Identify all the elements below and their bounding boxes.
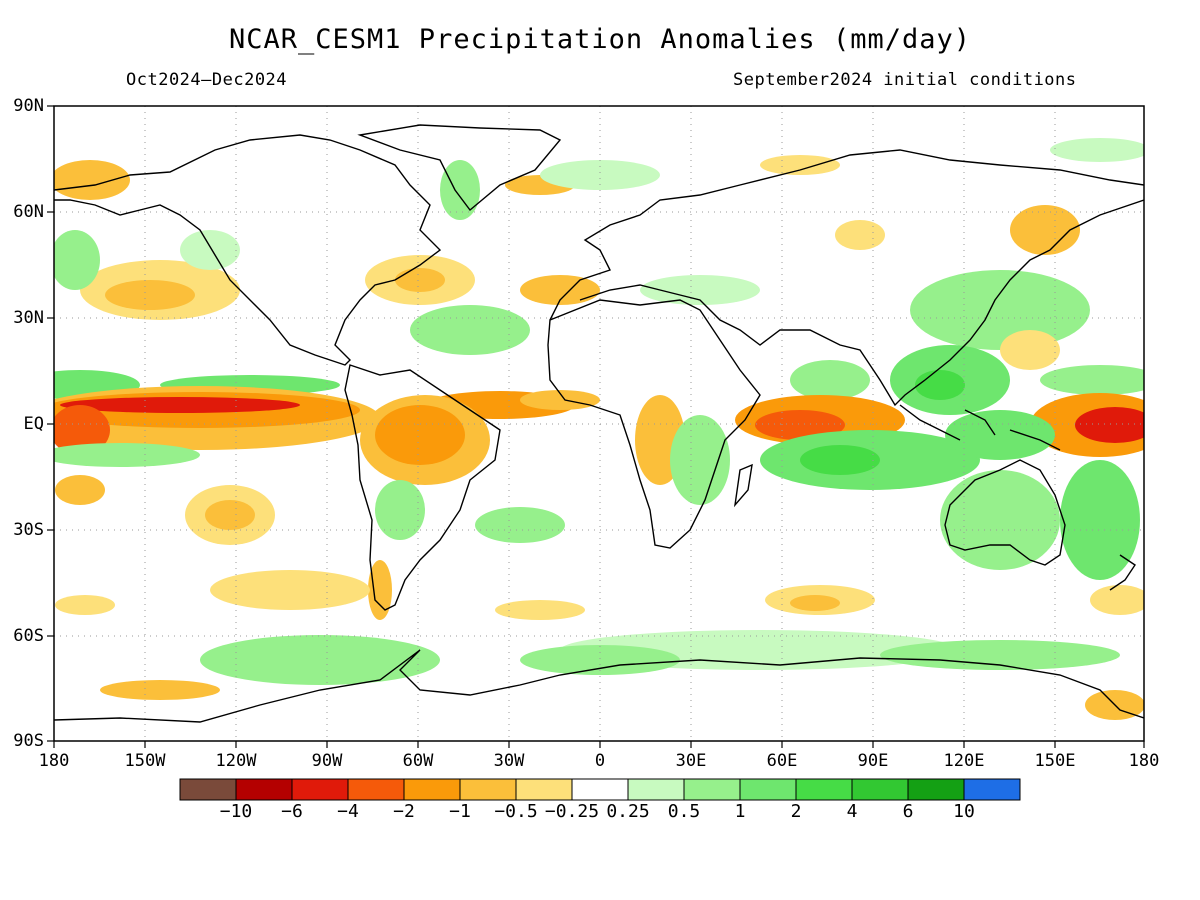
colorbar-tick-label: −10	[219, 801, 253, 822]
forecast-period: Oct2024–Dec2024	[126, 70, 288, 90]
colorbar-tick-label: 0.5	[667, 801, 701, 822]
colorbar	[179, 778, 1021, 801]
lon-label-120w: 120W	[215, 751, 257, 771]
coastlines	[54, 124, 1144, 723]
lat-label-90s: 90S	[13, 731, 44, 751]
colorbar-swatch	[291, 778, 349, 801]
colorbar-tick-label: −0.25	[544, 801, 600, 822]
lon-label-30e: 30E	[675, 751, 707, 771]
lat-label-30s: 30S	[13, 520, 44, 540]
colorbar-tick-label: −2	[393, 801, 415, 822]
colorbar-swatch	[627, 778, 685, 801]
lat-label-60s: 60S	[13, 626, 44, 646]
colorbar-tick-label: −6	[281, 801, 303, 822]
anomaly-field	[54, 106, 1144, 741]
lat-label-eq: EQ	[23, 414, 44, 434]
colorbar-tick-label: 4	[846, 801, 858, 822]
lon-label-90w: 90W	[311, 751, 343, 771]
colorbar-tick-label: 10	[953, 801, 975, 822]
initial-conditions: September2024 initial conditions	[733, 70, 1077, 90]
lon-label-150w: 150W	[124, 751, 166, 771]
lat-label-30n: 30N	[13, 308, 44, 328]
lon-label-0: 0	[594, 751, 606, 771]
lat-label-60n: 60N	[13, 202, 44, 222]
lon-label-60e: 60E	[766, 751, 798, 771]
colorbar-swatch	[963, 778, 1021, 801]
colorbar-swatch	[795, 778, 853, 801]
lon-label-30w: 30W	[493, 751, 525, 771]
colorbar-swatch	[459, 778, 517, 801]
colorbar-swatch	[403, 778, 461, 801]
colorbar-tick-label: 2	[790, 801, 802, 822]
lon-label-180e: 180	[1128, 751, 1160, 771]
lat-label-90n: 90N	[13, 96, 44, 116]
lon-label-90e: 90E	[857, 751, 889, 771]
colorbar-tick-label: 1	[734, 801, 746, 822]
lon-label-150e: 150E	[1034, 751, 1076, 771]
colorbar-tick-label: −1	[449, 801, 471, 822]
axis-ticks	[47, 105, 1145, 748]
lon-label-60w: 60W	[402, 751, 434, 771]
colorbar-swatch	[515, 778, 573, 801]
colorbar-tick-label: 0.25	[606, 801, 650, 822]
colorbar-swatch	[851, 778, 909, 801]
colorbar-swatch	[347, 778, 405, 801]
map-title: NCAR_CESM1 Precipitation Anomalies (mm/d…	[229, 24, 971, 55]
lon-label-120e: 120E	[943, 751, 985, 771]
colorbar-tick-label: −4	[337, 801, 359, 822]
colorbar-tick-label: 6	[902, 801, 914, 822]
colorbar-swatch	[683, 778, 741, 801]
colorbar-swatch	[739, 778, 797, 801]
colorbar-swatch	[571, 778, 629, 801]
colorbar-swatch	[179, 778, 237, 801]
lon-label-180w: 180	[38, 751, 70, 771]
colorbar-swatch	[235, 778, 293, 801]
colorbar-swatch	[907, 778, 965, 801]
colorbar-tick-label: −0.5	[494, 801, 538, 822]
